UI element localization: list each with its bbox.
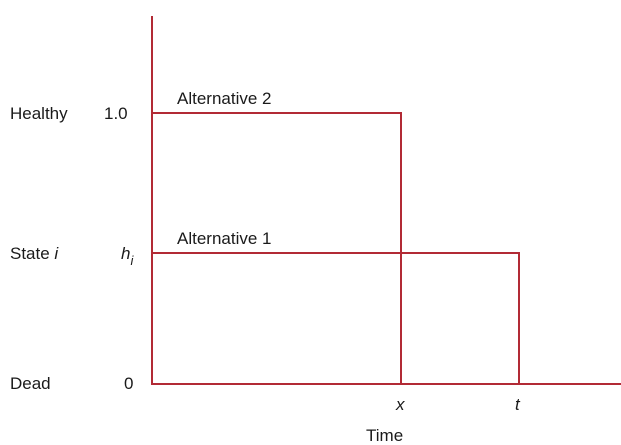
- alternative-2-label: Alternative 2: [177, 89, 272, 108]
- level-name-state: State i: [10, 244, 59, 263]
- x-tick-t: t: [515, 395, 521, 414]
- level-name-state-text: State: [10, 244, 54, 263]
- alternative-1-label: Alternative 1: [177, 229, 272, 248]
- level-value-dead: 0: [124, 374, 133, 393]
- x-axis-title: Time: [366, 426, 403, 445]
- level-name-dead: Dead: [10, 374, 51, 393]
- x-tick-x: x: [395, 395, 405, 414]
- alternative-2-path: [152, 112, 402, 384]
- level-name-healthy: Healthy: [10, 104, 68, 123]
- level-value-healthy: 1.0: [104, 104, 128, 123]
- level-value-state: hi: [121, 244, 134, 268]
- level-value-state-sub: i: [130, 253, 134, 268]
- alternative-1-path: [152, 252, 520, 384]
- level-value-state-main: h: [121, 244, 130, 263]
- level-name-state-index: i: [54, 244, 59, 263]
